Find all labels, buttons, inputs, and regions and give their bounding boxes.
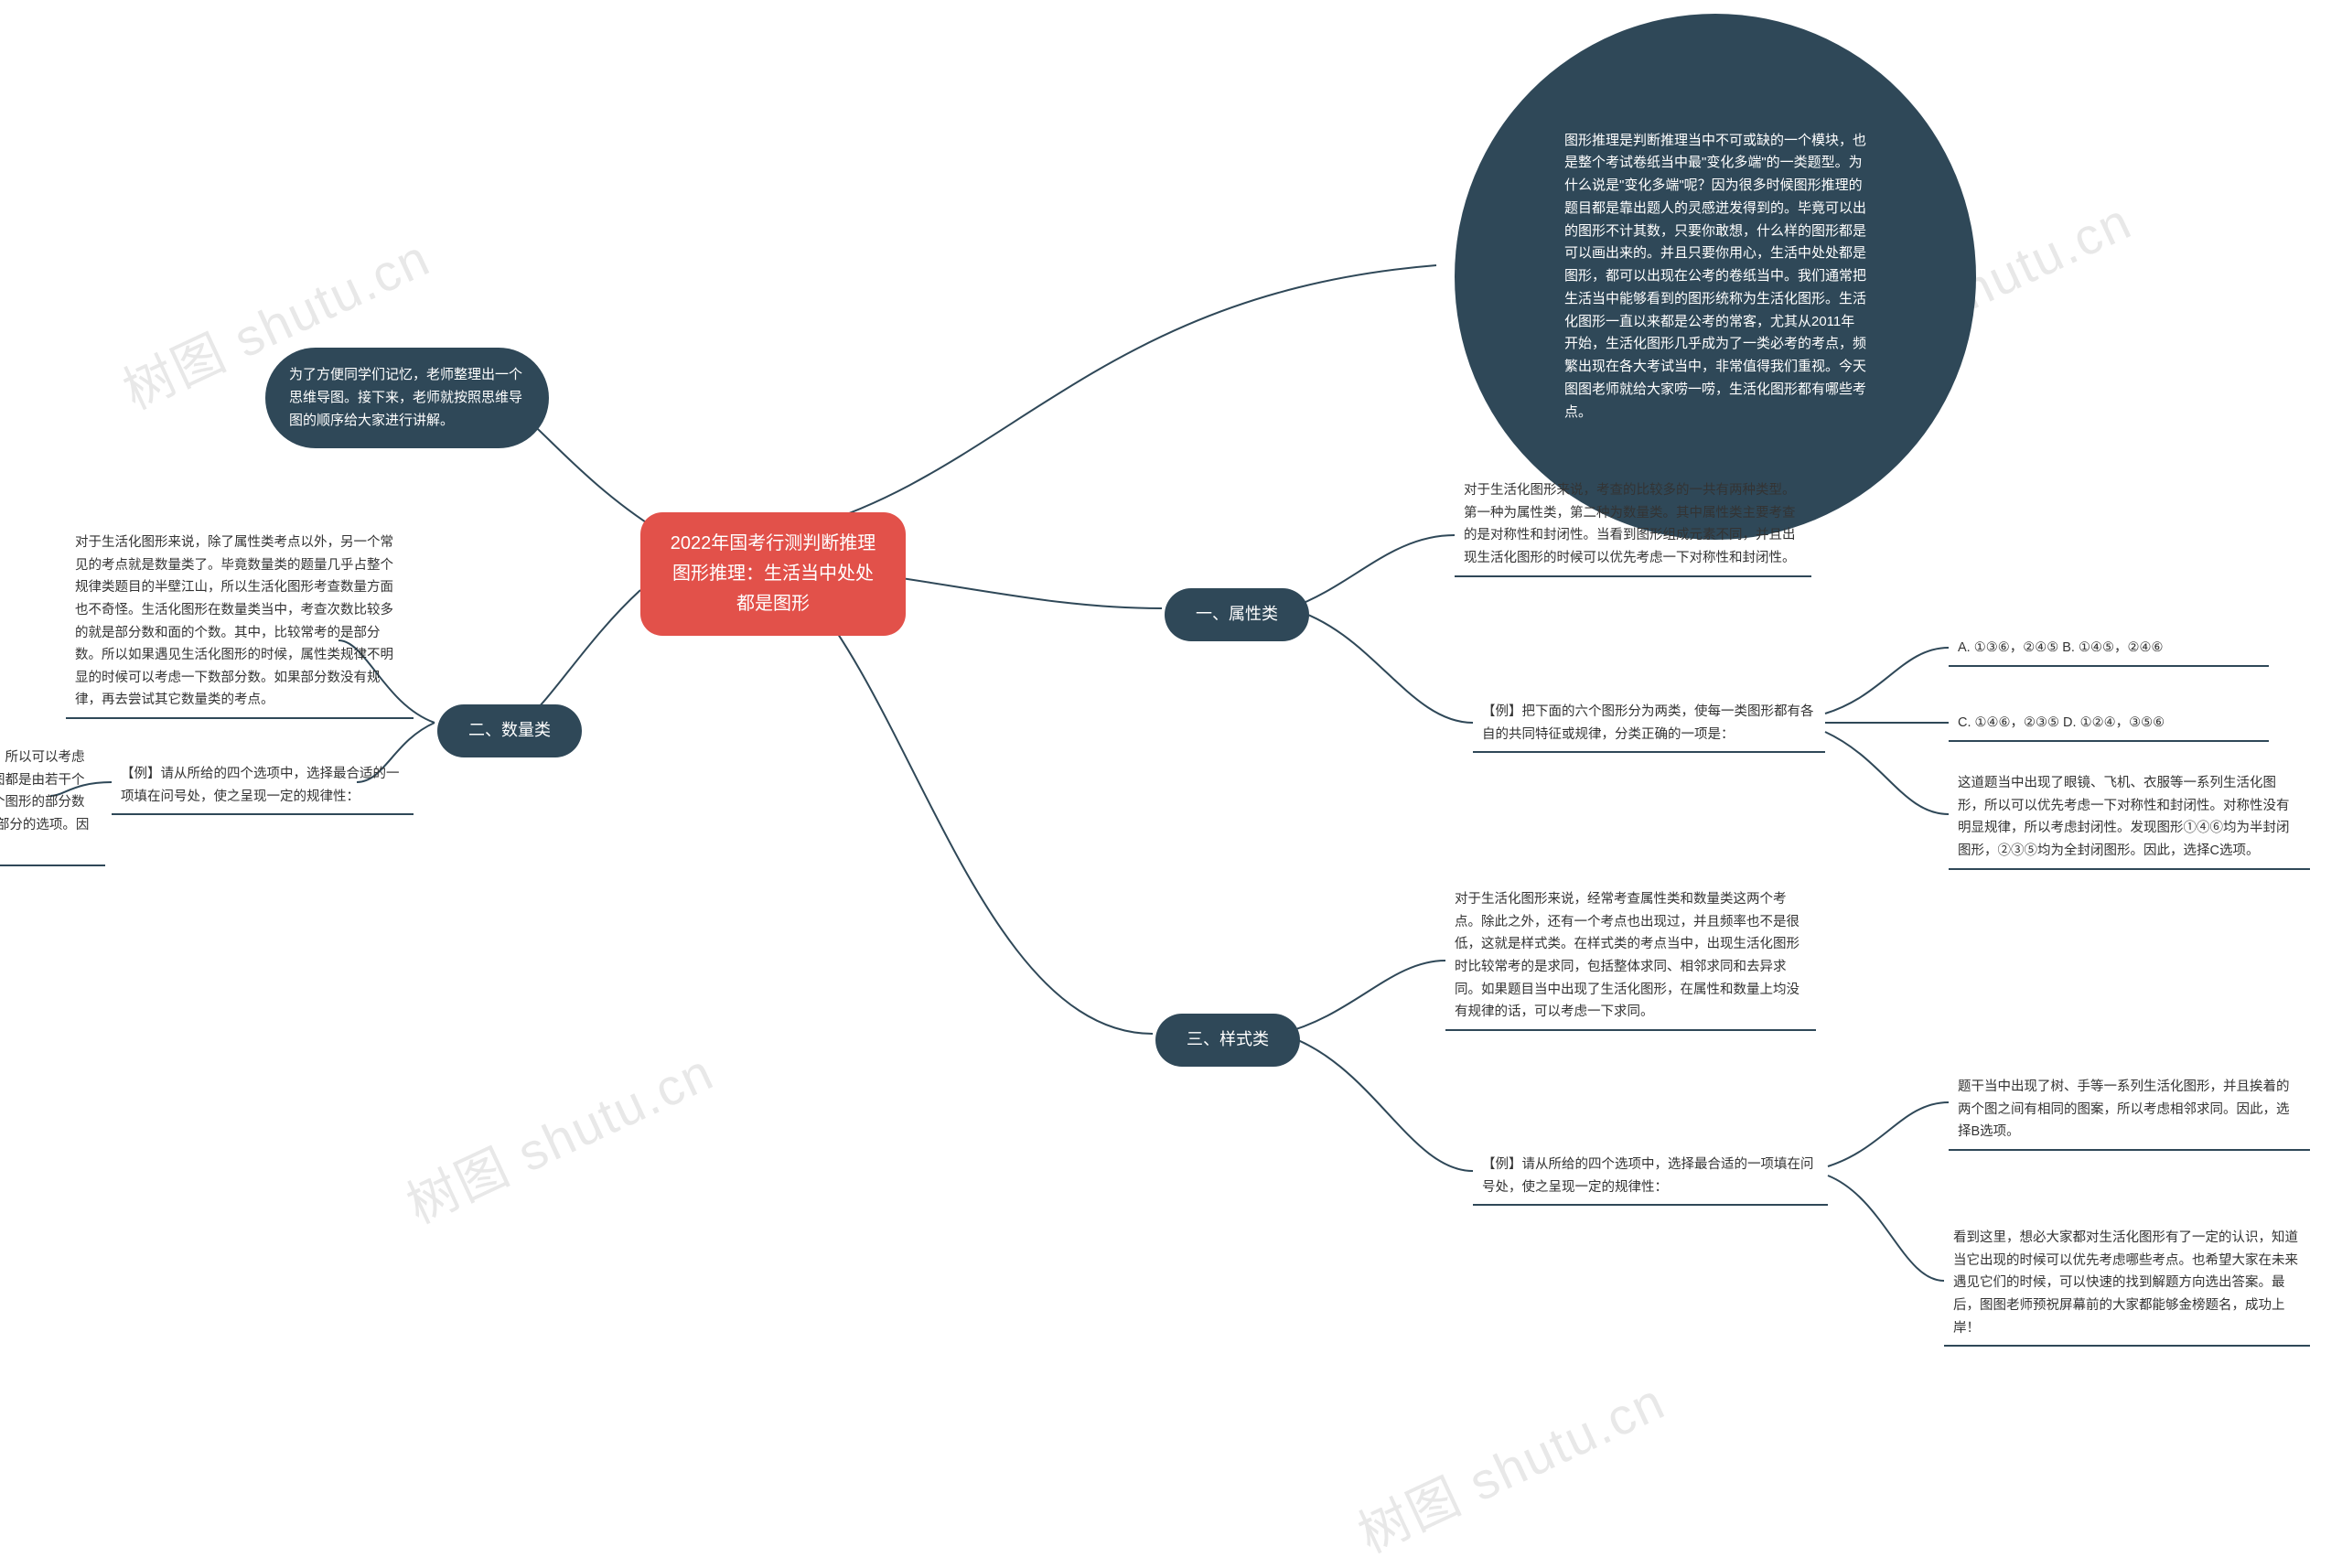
intro-text: 图形推理是判断推理当中不可或缺的一个模块，也是整个考试卷纸当中最"变化多端"的一…	[1564, 130, 1866, 424]
cat3-desc: 对于生活化图形来说，经常考查属性类和数量类这两个考点。除此之外，还有一个考点也出…	[1445, 883, 1816, 1031]
cat3-pill: 三、样式类	[1155, 1014, 1300, 1067]
center-title-line3: 都是图形	[671, 589, 876, 619]
cat1-label: 一、属性类	[1196, 601, 1278, 628]
cat1-analysis: 这道题当中出现了眼镜、飞机、衣服等一系列生活化图形，所以可以优先考虑一下对称性和…	[1949, 767, 2310, 870]
watermark: 树图 shutu.cn	[1345, 1360, 1676, 1567]
summary-text: 为了方便同学们记忆，老师整理出一个思维导图。接下来，老师就按照思维导图的顺序给大…	[289, 364, 525, 432]
cat3-analysis2: 看到这里，想必大家都对生活化图形有了一定的认识，知道当它出现的时候可以优先考虑哪…	[1944, 1221, 2310, 1347]
cat3-label: 三、样式类	[1187, 1026, 1269, 1054]
cat1-pill: 一、属性类	[1165, 588, 1309, 641]
cat3-example: 【例】请从所给的四个选项中，选择最合适的一项填在问号处，使之呈现一定的规律性：	[1473, 1148, 1828, 1206]
cat2-desc: 对于生活化图形来说，除了属性类考点以外，另一个常见的考点就是数量类了。毕竟数量类…	[66, 526, 414, 719]
cat3-analysis1: 题干当中出现了树、手等一系列生活化图形，并且挨着的两个图之间有相同的图案，所以考…	[1949, 1070, 2310, 1151]
cat2-example: 【例】请从所给的四个选项中，选择最合适的一项填在问号处，使之呈现一定的规律性：	[112, 757, 414, 815]
center-title-line1: 2022年国考行测判断推理	[671, 529, 876, 559]
cat1-example: 【例】把下面的六个图形分为两类，使每一类图形都有各自的共同特征或规律，分类正确的…	[1473, 695, 1825, 753]
cat2-analysis: 这道题出现了书、电话这类生活化的图形，所以可以考虑一下属性和数量。从第二幅图开始…	[0, 741, 105, 866]
cat2-label: 二、数量类	[468, 717, 551, 745]
center-node: 2022年国考行测判断推理 图形推理：生活当中处处 都是图形	[640, 512, 906, 636]
cat2-pill: 二、数量类	[437, 704, 582, 757]
cat1-desc: 对于生活化图形来说，考查的比较多的一共有两种类型。第一种为属性类，第二种为数量类…	[1455, 474, 1811, 577]
summary-node: 为了方便同学们记忆，老师整理出一个思维导图。接下来，老师就按照思维导图的顺序给大…	[265, 348, 549, 448]
watermark: 树图 shutu.cn	[393, 1031, 725, 1238]
center-title-line2: 图形推理：生活当中处处	[671, 559, 876, 589]
intro-node: 图形推理是判断推理当中不可或缺的一个模块，也是整个考试卷纸当中最"变化多端"的一…	[1455, 14, 1976, 540]
cat1-opt-a: A. ①③⑥，②④⑤ B. ①④⑤，②④⑥	[1949, 631, 2269, 667]
cat1-opt-c: C. ①④⑥，②③⑤ D. ①②④，③⑤⑥	[1949, 706, 2269, 742]
